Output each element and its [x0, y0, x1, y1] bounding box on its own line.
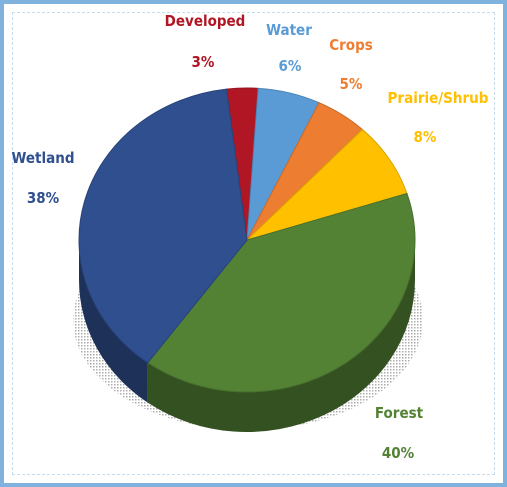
slice-wetland[interactable]	[78, 88, 248, 364]
slice-value-wetland: 38%	[27, 189, 60, 207]
slice-label-wetland: Wetland	[12, 149, 75, 167]
slice-side-wetland	[79, 240, 148, 403]
slice-label-developed: Developed	[165, 12, 246, 30]
pie-sides	[79, 240, 415, 432]
slice-value-developed: 3%	[192, 53, 215, 71]
slice-side-forest	[147, 240, 415, 432]
slice-forest[interactable]	[147, 192, 416, 393]
slice-value-crops: 5%	[340, 75, 363, 93]
frame-border	[12, 12, 495, 475]
slice-label-crops: Crops	[329, 36, 373, 54]
slice-value-forest: 40%	[382, 444, 415, 462]
pie-slices	[78, 87, 416, 393]
slice-label-forest: Forest	[375, 404, 424, 422]
slice-label-prairie-shrub: Prairie/Shrub	[388, 89, 489, 107]
slice-label-water: Water	[266, 21, 312, 39]
slice-value-water: 6%	[279, 57, 302, 75]
slice-value-prairie-shrub: 8%	[414, 128, 437, 146]
